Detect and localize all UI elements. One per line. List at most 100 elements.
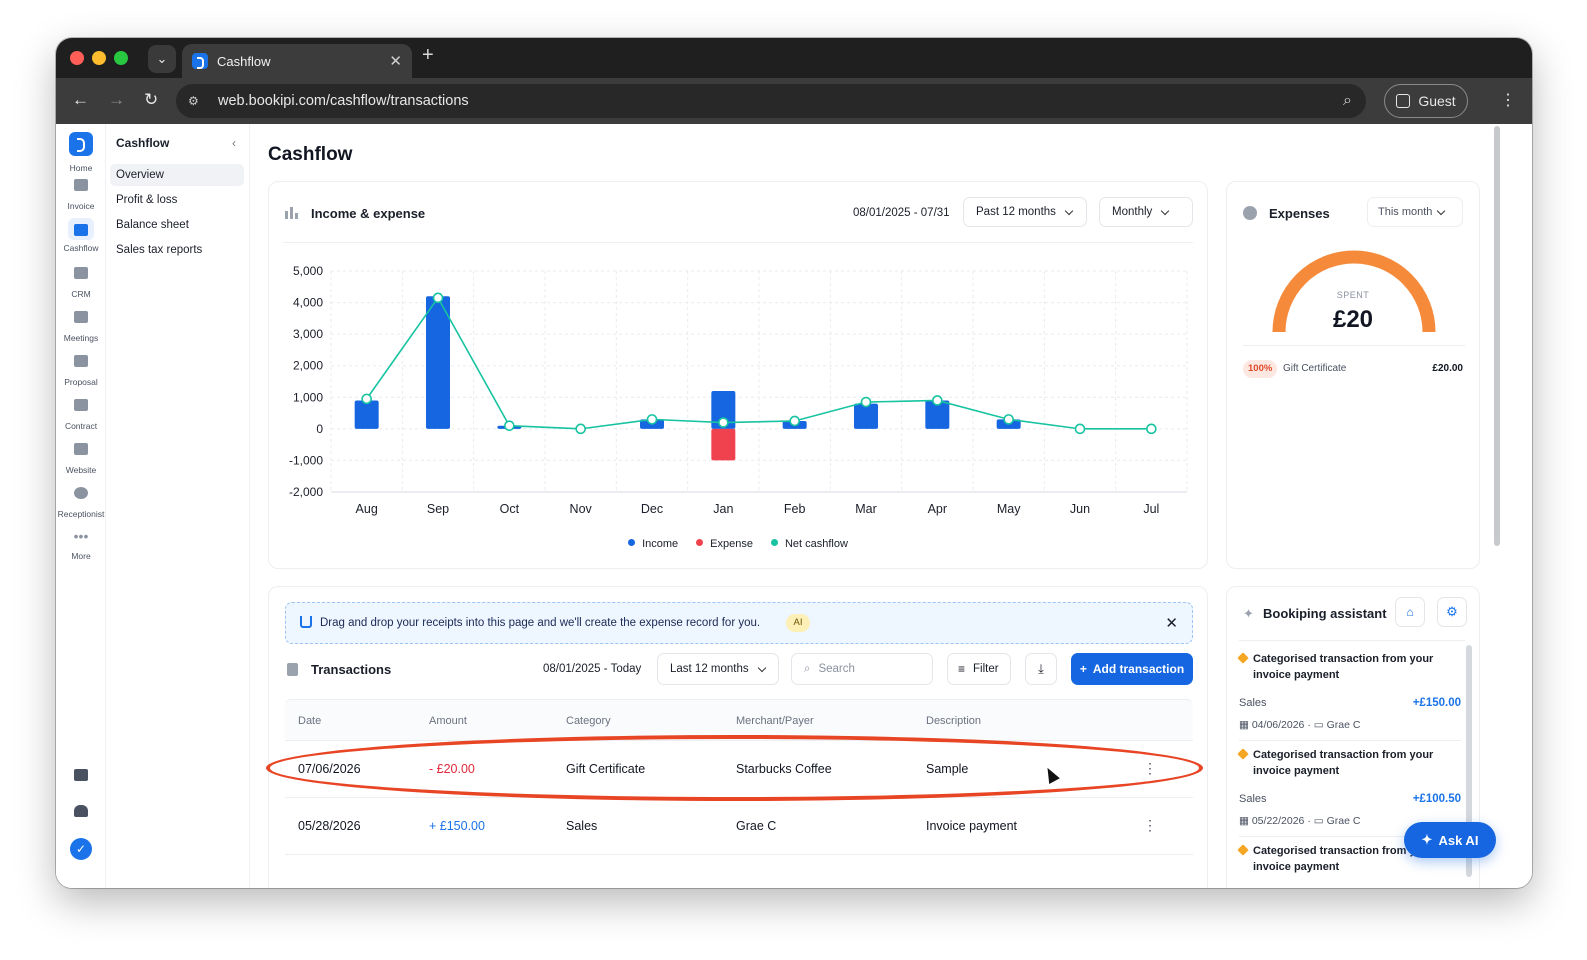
browser-tab[interactable]: Cashflow ✕	[182, 44, 412, 78]
subnav-item-profit-loss[interactable]: Profit & loss	[116, 194, 178, 206]
table-row[interactable]: 05/28/2026 + £150.00 Sales Grae C Invoic…	[285, 798, 1193, 855]
assistant-item[interactable]: Categorised transaction from your invoic…	[1237, 843, 1461, 888]
zoom-icon[interactable]: ⌕	[1343, 92, 1352, 109]
assistant-scrollbar[interactable]	[1466, 645, 1472, 877]
rail-item-crm[interactable]: CRM	[56, 266, 106, 299]
page-title: Cashflow	[268, 144, 353, 165]
column-amount[interactable]: Amount	[429, 715, 467, 727]
transactions-table-header: Date Amount Category Merchant/Payer Desc…	[285, 699, 1193, 741]
period-dropdown[interactable]: Past 12 months	[963, 197, 1087, 227]
search-icon: ⌕	[804, 662, 811, 675]
subnav-item-overview[interactable]: Overview	[110, 164, 244, 186]
rail-item-proposal[interactable]: Proposal	[56, 354, 106, 387]
x-tick-label: Jul	[1143, 502, 1159, 516]
rail-item-website[interactable]: Website	[56, 442, 106, 475]
rail-item-more[interactable]: ••• More	[56, 528, 106, 561]
export-button[interactable]: ⤓	[1025, 653, 1057, 685]
legend-income[interactable]: Income	[628, 538, 678, 550]
net-cashflow-point	[646, 414, 658, 425]
rail-item-receptionist[interactable]: Receptionist	[56, 486, 106, 519]
add-transaction-button[interactable]: + Add transaction	[1071, 653, 1193, 685]
close-tab-icon[interactable]: ✕	[389, 53, 402, 70]
crm-icon	[74, 267, 88, 279]
x-tick-label: Jan	[713, 502, 733, 516]
chevron-down-icon: ⌄	[156, 51, 168, 66]
card-icon: ▭	[1313, 719, 1324, 731]
address-bar[interactable]: ⚙ web.bookipi.com/cashflow/transactions …	[176, 84, 1366, 118]
ask-ai-button[interactable]: ✦ Ask AI	[1404, 822, 1496, 858]
expenses-period-dropdown[interactable]: This month	[1367, 197, 1463, 227]
gauge-arc	[1272, 250, 1436, 333]
x-tick-label: Feb	[784, 502, 806, 516]
legend-net-cashflow[interactable]: Net cashflow	[770, 538, 848, 550]
assistant-item[interactable]: Categorised transaction from your invoic…	[1237, 747, 1461, 837]
x-tick-label: Aug	[356, 502, 378, 516]
back-icon[interactable]: ←	[72, 90, 89, 109]
row-description: Invoice payment	[926, 819, 1018, 833]
rail-label: Home	[69, 163, 93, 173]
new-tab-button[interactable]: +	[422, 44, 434, 66]
chart-legend: Income Expense Net cashflow	[269, 538, 1207, 550]
rail-item-home[interactable]: Home	[56, 132, 106, 173]
rail-checklist-button[interactable]: ✓	[56, 838, 106, 860]
bookipi-favicon-icon	[192, 53, 208, 69]
reload-icon[interactable]: ↻	[144, 90, 159, 109]
rail-notifications-button[interactable]	[56, 804, 106, 822]
minimize-window-button[interactable]	[92, 51, 106, 65]
close-window-button[interactable]	[70, 51, 84, 65]
expenses-period-value: This month	[1378, 206, 1433, 218]
rail-item-contract[interactable]: Contract	[56, 398, 106, 431]
subnav-item-balance-sheet[interactable]: Balance sheet	[116, 219, 189, 231]
column-merchant[interactable]: Merchant/Payer	[736, 715, 814, 727]
column-date[interactable]: Date	[298, 715, 322, 727]
y-tick-label: 5,000	[293, 264, 323, 278]
document-icon	[287, 663, 298, 676]
rail-item-meetings[interactable]: Meetings	[56, 310, 106, 343]
legend-expense[interactable]: Expense	[696, 538, 753, 550]
page-scrollbar[interactable]	[1494, 126, 1500, 546]
rail-label: Invoice	[67, 201, 95, 211]
column-description[interactable]: Description	[926, 715, 982, 727]
url-text[interactable]: web.bookipi.com/cashflow/transactions	[218, 93, 469, 109]
transactions-period-dropdown[interactable]: Last 12 months	[657, 653, 779, 685]
invoice-icon	[74, 179, 88, 191]
card-icon: ▭	[1313, 815, 1324, 827]
close-banner-icon[interactable]: ✕	[1165, 615, 1178, 632]
profile-button[interactable]: Guest	[1384, 84, 1468, 118]
forward-icon[interactable]: →	[108, 90, 125, 109]
spark-icon	[1237, 748, 1249, 760]
income-expense-chart: 5,000 4,000 3,000 2,000 1,000 0 -1,000 -2,000 Au…	[289, 264, 1188, 516]
y-tick-label: 0	[316, 422, 323, 436]
row-menu-icon[interactable]: ⋮	[1143, 817, 1157, 833]
granularity-value: Monthly	[1112, 206, 1153, 218]
maximize-window-button[interactable]	[114, 51, 128, 65]
assistant-item[interactable]: Categorised transaction from your invoic…	[1237, 651, 1461, 741]
percent-badge: 100%	[1243, 360, 1278, 378]
x-tick-label: May	[997, 502, 1021, 516]
transactions-date-range: 08/01/2025 - Today	[543, 663, 642, 675]
subnav-item-sales-tax[interactable]: Sales tax reports	[116, 244, 203, 256]
website-icon	[74, 443, 88, 455]
net-cashflow-point	[575, 423, 586, 435]
download-icon: ⤓	[1038, 661, 1044, 676]
rail-item-invoice[interactable]: Invoice	[56, 178, 106, 211]
column-category[interactable]: Category	[566, 715, 611, 727]
receipt-drop-banner[interactable]: Drag and drop your receipts into this pa…	[285, 602, 1193, 644]
rail-item-cashflow[interactable]: Cashflow	[56, 218, 106, 253]
bank-button[interactable]: ⌂	[1395, 597, 1425, 627]
rail-gift-button[interactable]	[56, 768, 106, 786]
browser-menu-icon[interactable]: ⋮	[1500, 92, 1516, 109]
assistant-item-amount: +£150.00	[1412, 697, 1461, 709]
assistant-settings-button[interactable]: ⚙	[1437, 597, 1467, 627]
transactions-search-input[interactable]: ⌕ Search	[791, 653, 933, 685]
tab-search-button[interactable]: ⌄	[148, 45, 176, 73]
bookipi-logo-icon	[69, 132, 93, 156]
expense-bar	[711, 428, 736, 461]
filter-button[interactable]: ≡ Filter	[947, 653, 1011, 685]
site-settings-icon[interactable]: ⚙	[188, 94, 199, 108]
filter-label: Filter	[973, 663, 999, 675]
granularity-dropdown[interactable]: Monthly	[1099, 197, 1193, 227]
rail-label: Receptionist	[57, 509, 105, 519]
assistant-item-title: Categorised transaction from your invoic…	[1253, 845, 1434, 873]
collapse-icon[interactable]: ‹	[232, 136, 236, 150]
